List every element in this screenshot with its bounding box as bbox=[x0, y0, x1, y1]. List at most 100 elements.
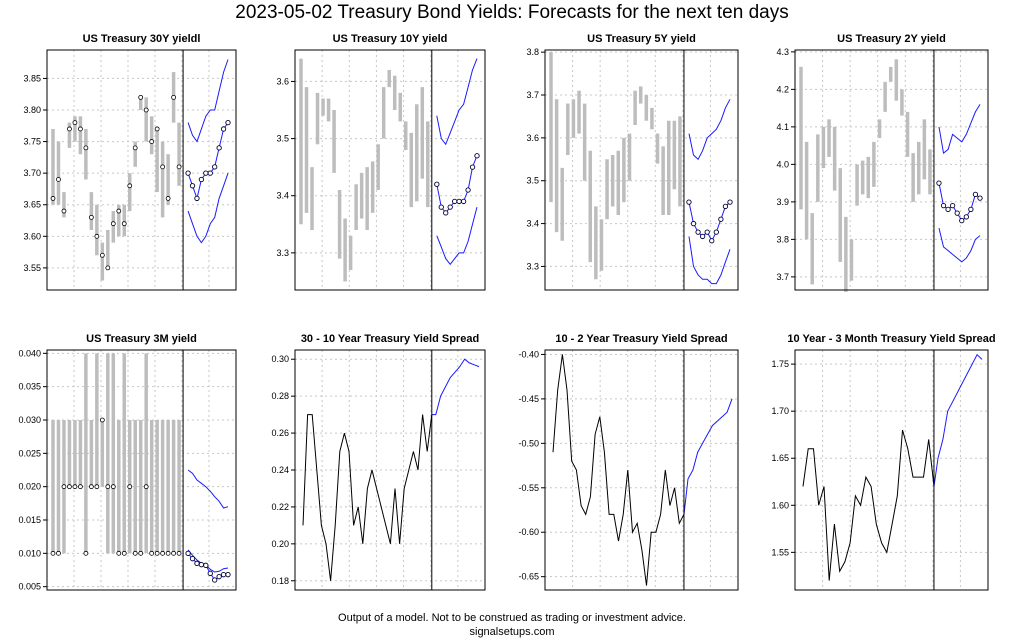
y-tick-label: 3.7 bbox=[526, 90, 539, 100]
y-tick-label: 3.3 bbox=[276, 248, 289, 258]
y-tick-label: 0.26 bbox=[271, 428, 289, 438]
forecast-point bbox=[198, 176, 205, 183]
forecast-point bbox=[225, 119, 231, 126]
history-close-point bbox=[105, 265, 111, 271]
forecast-point bbox=[699, 233, 706, 240]
forecast-lower-line bbox=[938, 227, 981, 263]
y-tick-label: 0.30 bbox=[271, 354, 289, 364]
panel-title: US Treasury 2Y yield bbox=[837, 33, 946, 45]
forecast-point bbox=[189, 556, 196, 562]
chart-panel-6: 30 - 10 Year Treasury Yield Spread 0.18 0.… bbox=[271, 333, 486, 591]
history-close-point bbox=[132, 145, 138, 151]
forecast-point bbox=[690, 220, 697, 227]
forecast-point bbox=[185, 170, 191, 176]
chart-suite-title: 2023-05-02 Treasury Bond Yields: Forecas… bbox=[235, 2, 789, 23]
forecast-point bbox=[456, 198, 462, 205]
forecast-upper-line bbox=[436, 58, 478, 146]
forecast-point bbox=[469, 164, 476, 170]
y-tick-label: 1.60 bbox=[771, 500, 789, 510]
y-tick-label: 4.1 bbox=[776, 122, 789, 132]
history-close-point bbox=[110, 484, 116, 490]
forecast-upper-line bbox=[938, 104, 981, 155]
forecast-point bbox=[216, 574, 222, 580]
forecast-point bbox=[709, 238, 715, 244]
chart-panel-7: 10 - 2 Year Treasury Yield Spread -0.65 -0… bbox=[518, 333, 739, 591]
history-close-point bbox=[165, 196, 171, 201]
history-close-point bbox=[56, 550, 61, 556]
y-tick-label: -0.40 bbox=[518, 349, 539, 359]
forecast-point bbox=[949, 202, 956, 209]
y-tick-label: 3.85 bbox=[23, 73, 41, 83]
plot-frame bbox=[294, 49, 486, 291]
y-tick-label: 3.65 bbox=[23, 200, 41, 210]
history-line bbox=[302, 414, 433, 581]
plot-frame bbox=[294, 349, 486, 591]
y-tick-label: 0.040 bbox=[18, 348, 41, 358]
plot-frame bbox=[46, 49, 237, 291]
y-tick-label: 1.75 bbox=[771, 359, 789, 369]
y-tick-label: 3.8 bbox=[526, 47, 539, 57]
y-tick-label: -0.50 bbox=[518, 438, 539, 448]
panel-title: 10 - 2 Year Treasury Yield Spread bbox=[555, 333, 727, 345]
history-close-point bbox=[67, 484, 72, 490]
forecast-point bbox=[203, 562, 209, 568]
history-close-point bbox=[176, 550, 182, 556]
y-tick-label: 4.2 bbox=[776, 84, 789, 94]
forecast-point bbox=[434, 181, 440, 187]
chart-panel-4: US Treasury 2Y yield 3.7 3.8 3.9 4.0 4.1 4.2 4.… bbox=[776, 33, 989, 292]
forecast-point bbox=[465, 187, 471, 193]
history-close-point bbox=[165, 550, 171, 556]
forecast-point bbox=[963, 214, 969, 220]
y-tick-label: 0.015 bbox=[18, 515, 41, 525]
forecast-upper-line bbox=[187, 469, 229, 509]
history-line bbox=[552, 354, 685, 586]
chart-panel-5: US Treasury 3M yield 0.005 0.010 0.015 0.020… bbox=[18, 333, 237, 592]
forecast-lower-line bbox=[436, 206, 478, 266]
y-tick-label: 4.3 bbox=[776, 47, 789, 57]
history-close-point bbox=[176, 164, 182, 170]
history-close-point bbox=[121, 550, 127, 556]
y-tick-label: -0.55 bbox=[518, 483, 539, 493]
y-tick-label: 1.65 bbox=[771, 453, 789, 463]
history-close-point bbox=[61, 484, 67, 490]
y-tick-label: 1.55 bbox=[771, 547, 789, 557]
history-close-point bbox=[143, 484, 149, 490]
forecast-point bbox=[198, 562, 205, 568]
y-tick-label: 3.70 bbox=[23, 168, 41, 178]
y-tick-label: -0.60 bbox=[518, 527, 539, 537]
disclaimer-text: Output of a model. Not to be construed a… bbox=[338, 612, 686, 624]
history-close-point bbox=[56, 177, 61, 182]
history-close-point bbox=[88, 214, 94, 220]
history-close-point bbox=[67, 126, 72, 132]
forecast-point bbox=[713, 229, 719, 235]
y-tick-label: 0.18 bbox=[271, 576, 289, 586]
plot-frame bbox=[794, 349, 989, 591]
forecast-mid-line bbox=[938, 183, 981, 222]
history-close-point bbox=[132, 550, 138, 556]
forecast-point bbox=[185, 550, 191, 556]
y-tick-label: 3.6 bbox=[276, 76, 289, 86]
history-close-point bbox=[72, 120, 78, 126]
history-close-point bbox=[116, 550, 122, 556]
forecast-point bbox=[443, 210, 449, 216]
history-close-point bbox=[99, 417, 105, 423]
forecast-point bbox=[212, 164, 218, 170]
y-tick-label: -0.45 bbox=[518, 394, 539, 404]
history-close-point bbox=[171, 550, 176, 556]
forecast-upper-line bbox=[688, 99, 731, 161]
y-tick-label: 3.4 bbox=[276, 191, 289, 201]
y-tick-label: 0.20 bbox=[271, 539, 289, 549]
history-close-point bbox=[78, 126, 83, 132]
history-close-point bbox=[127, 183, 133, 189]
forecast-upper-line bbox=[187, 59, 229, 143]
y-tick-label: 3.8 bbox=[776, 234, 789, 244]
y-tick-label: 3.60 bbox=[23, 231, 41, 241]
history-close-point bbox=[171, 94, 176, 100]
y-tick-label: 0.035 bbox=[18, 382, 41, 392]
forecast-point bbox=[212, 577, 218, 583]
y-tick-label: 0.005 bbox=[18, 582, 41, 592]
forecast-point bbox=[977, 195, 983, 201]
panel-title: 30 - 10 Year Treasury Yield Spread bbox=[301, 333, 479, 345]
history-close-point bbox=[78, 484, 83, 490]
